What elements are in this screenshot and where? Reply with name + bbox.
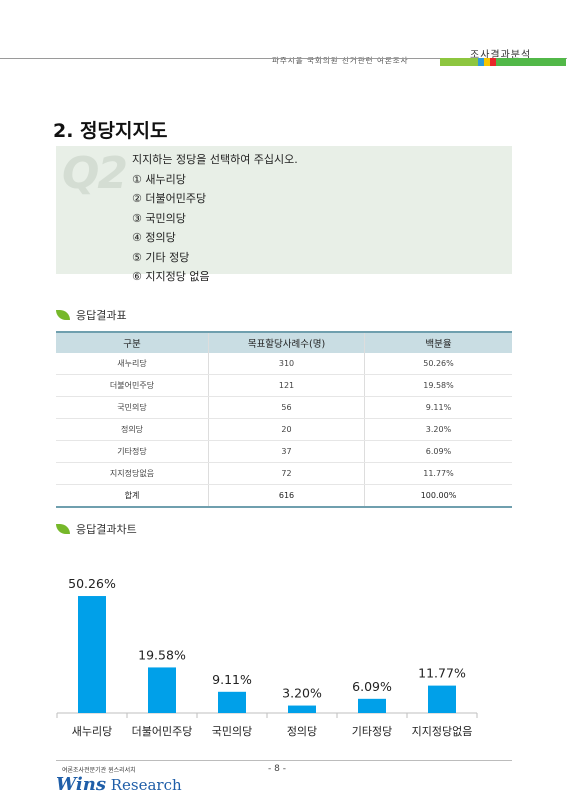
- table-heading: 응답결과표: [56, 307, 127, 323]
- table-cell: 새누리당: [56, 353, 209, 375]
- table-cell: 100.00%: [364, 484, 512, 508]
- page-number: - 8 -: [268, 764, 286, 774]
- question-box: [56, 146, 512, 274]
- header-subtitle: 파주시을 국회의원 선거관련 여론조사: [272, 56, 409, 65]
- logo-wins: Wins: [56, 774, 106, 795]
- x-tick-label: 지지정당없음: [412, 725, 473, 738]
- footer-divider: [56, 760, 512, 761]
- data-label: 6.09%: [352, 679, 392, 694]
- table-row: 정의당 20 3.20%: [56, 418, 512, 441]
- table-cell: 37: [208, 440, 365, 463]
- table-cell: 6.09%: [364, 440, 512, 463]
- bar-chart: 50.26% 새누리당 19.58% 더불어민주당 9.11% 국민의당 3.20% 정의당 6…: [56, 576, 478, 738]
- table-cell: 합계: [56, 484, 209, 508]
- table-cell: 616: [208, 484, 365, 508]
- chart-bar: [78, 596, 106, 713]
- x-tick-label: 더불어민주당: [132, 725, 193, 738]
- logo-tagline: 여론조사전문기관 윈스리서치: [62, 767, 136, 774]
- table-cell: 56: [208, 396, 365, 419]
- header-color-bar: [440, 58, 478, 66]
- table-cell: 더불어민주당: [56, 374, 209, 397]
- page-title: 2. 정당지지도: [53, 120, 168, 142]
- column-header: 구분: [56, 331, 209, 353]
- table-header-row: 구분 목표할당사례수(명) 백분율: [56, 331, 512, 353]
- table-row: 국민의당 56 9.11%: [56, 396, 512, 419]
- table-cell: 9.11%: [364, 396, 512, 419]
- table-row: 기타정당 37 6.09%: [56, 440, 512, 463]
- table-cell: 121: [208, 374, 365, 397]
- table-cell: 지지정당없음: [56, 462, 209, 485]
- question-option: ① 새누리당: [132, 172, 186, 186]
- chart-bar: [428, 685, 456, 713]
- header-color-bar: [478, 58, 484, 66]
- table-cell: 3.20%: [364, 418, 512, 441]
- question-option: ③ 국민의당: [132, 211, 186, 225]
- column-header: 목표할당사례수(명): [208, 331, 365, 353]
- table-total-row: 합계 616 100.00%: [56, 484, 512, 508]
- data-label: 9.11%: [212, 672, 252, 687]
- table-cell: 72: [208, 462, 365, 485]
- question-option: ④ 정의당: [132, 231, 176, 244]
- column-header: 백분율: [364, 331, 512, 353]
- table-row: 새누리당 310 50.26%: [56, 353, 512, 375]
- table-cell: 11.77%: [364, 462, 512, 485]
- leaf-icon: [56, 524, 70, 534]
- header-color-bar: [496, 58, 566, 66]
- data-label: 19.58%: [138, 647, 186, 662]
- data-label: 50.26%: [68, 576, 116, 591]
- data-label: 11.77%: [418, 666, 466, 681]
- table-cell: 310: [208, 353, 365, 375]
- data-label: 3.20%: [282, 686, 322, 701]
- question-text-block: 지지하는 정당을 선택하여 주십시오. ① 새누리당 ② 더불어민주당 ③ 국민…: [132, 150, 298, 287]
- table-cell: 20: [208, 418, 365, 441]
- x-tick-label: 새누리당: [72, 725, 112, 738]
- table-cell: 국민의당: [56, 396, 209, 419]
- question-badge: Q2: [62, 148, 128, 199]
- results-table: 구분 목표할당사례수(명) 백분율 새누리당 310 50.26% 더불어민주당…: [56, 331, 512, 508]
- table-heading-label: 응답결과표: [76, 309, 127, 322]
- chart-bar: [288, 705, 316, 713]
- header-color-bar: [490, 58, 496, 66]
- table-cell: 50.26%: [364, 353, 512, 375]
- table-row: 지지정당없음 72 11.77%: [56, 462, 512, 485]
- logo-research: Research: [105, 776, 182, 794]
- leaf-icon: [56, 310, 70, 320]
- question-option: ⑤ 기타 정당: [132, 250, 190, 264]
- question-option: ⑥ 지지정당 없음: [132, 270, 210, 283]
- header-color-bars: [440, 58, 566, 66]
- table-cell: 정의당: [56, 418, 209, 441]
- table-cell: 기타정당: [56, 440, 209, 463]
- table-cell: 19.58%: [364, 374, 512, 397]
- chart-heading-label: 응답결과차트: [76, 523, 137, 536]
- question-option: ② 더불어민주당: [132, 192, 207, 205]
- x-tick-label: 정의당: [287, 725, 317, 738]
- chart-heading: 응답결과차트: [56, 521, 137, 537]
- header-section-label: 조사결과분석: [470, 50, 532, 61]
- table-row: 더불어민주당 121 19.58%: [56, 374, 512, 397]
- x-tick-label: 기타정당: [352, 725, 392, 738]
- chart-bar: [148, 667, 176, 713]
- chart-bar: [218, 691, 246, 713]
- question-text: 지지하는 정당을 선택하여 주십시오.: [132, 153, 298, 166]
- company-logo: Wins Research: [56, 774, 182, 795]
- header-divider: [0, 58, 567, 59]
- x-tick-label: 국민의당: [212, 725, 252, 738]
- header-color-bar: [484, 58, 490, 66]
- chart-bar: [358, 698, 386, 713]
